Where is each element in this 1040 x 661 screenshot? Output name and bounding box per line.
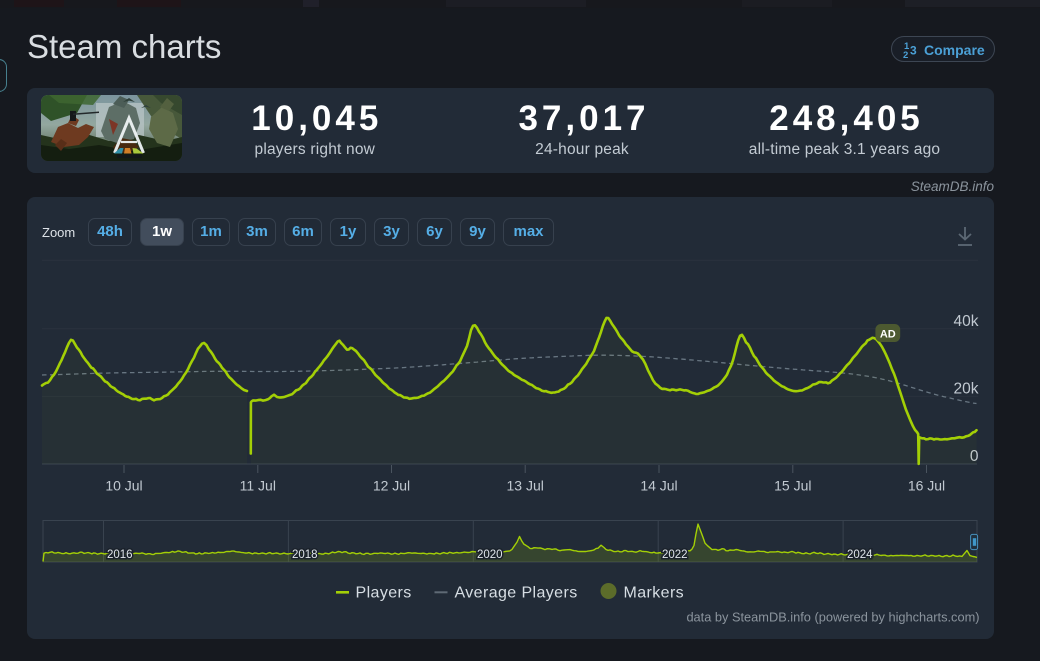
svg-text:AD: AD xyxy=(880,328,896,340)
svg-text:13 Jul: 13 Jul xyxy=(507,478,544,494)
svg-text:40k: 40k xyxy=(954,313,979,330)
svg-text:2024: 2024 xyxy=(847,549,873,561)
svg-text:20k: 20k xyxy=(954,381,979,398)
svg-text:2020: 2020 xyxy=(477,549,503,561)
svg-text:11 Jul: 11 Jul xyxy=(240,478,276,494)
svg-text:14 Jul: 14 Jul xyxy=(640,478,677,494)
svg-text:Markers: Markers xyxy=(624,585,685,602)
svg-text:12 Jul: 12 Jul xyxy=(373,478,410,494)
svg-text:2: 2 xyxy=(903,50,908,59)
svg-text:Players: Players xyxy=(356,585,412,602)
svg-text:0: 0 xyxy=(970,448,979,465)
svg-text:1: 1 xyxy=(904,41,910,52)
svg-text:2018: 2018 xyxy=(292,549,318,561)
svg-text:3: 3 xyxy=(910,44,917,58)
svg-text:Average Players: Average Players xyxy=(455,585,578,602)
svg-text:2022: 2022 xyxy=(662,549,688,561)
svg-text:10 Jul: 10 Jul xyxy=(105,478,142,494)
svg-text:2016: 2016 xyxy=(107,549,133,561)
svg-text:15 Jul: 15 Jul xyxy=(774,478,811,494)
svg-text:data by SteamDB.info (powered: data by SteamDB.info (powered by highcha… xyxy=(686,610,979,625)
svg-text:16 Jul: 16 Jul xyxy=(908,478,945,494)
